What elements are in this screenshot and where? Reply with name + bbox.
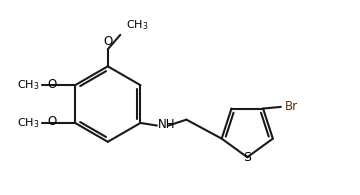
Text: CH$_3$: CH$_3$ (17, 78, 39, 92)
Text: Br: Br (285, 100, 298, 113)
Text: S: S (243, 151, 251, 164)
Text: CH$_3$: CH$_3$ (17, 116, 39, 130)
Text: O: O (48, 115, 57, 129)
Text: O: O (104, 35, 113, 48)
Text: NH: NH (158, 118, 176, 131)
Text: CH$_3$: CH$_3$ (126, 18, 149, 32)
Text: O: O (48, 78, 57, 91)
